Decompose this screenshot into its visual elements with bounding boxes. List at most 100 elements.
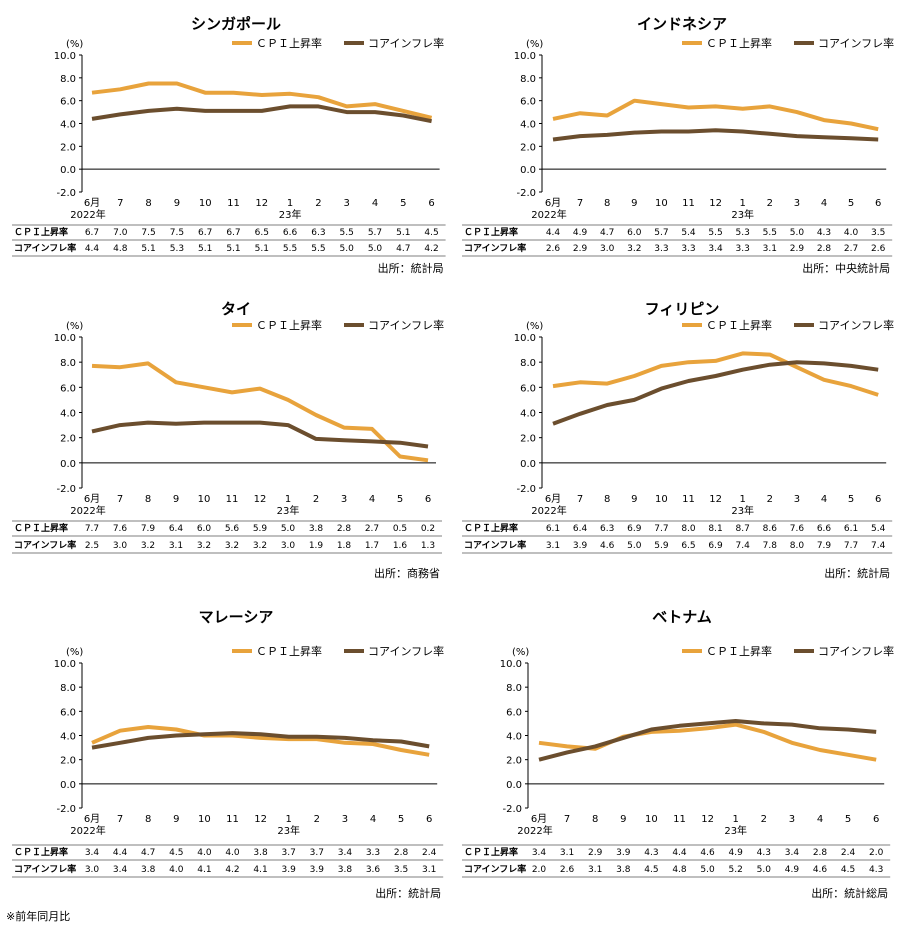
y-tick-label: 2.0 [520, 434, 536, 445]
table-cell: 5.0 [700, 865, 715, 875]
table-cell: 4.5 [169, 848, 183, 858]
year-label-2022: 2022年 [517, 824, 552, 837]
table-cell: 6.1 [844, 524, 858, 534]
table-cell: 4.2 [424, 244, 438, 254]
year-label-2023: 23年 [279, 208, 302, 221]
y-unit-label: (%) [66, 647, 83, 658]
legend-label: コアインフレ率 [368, 318, 444, 332]
table-cell: 4.5 [644, 865, 658, 875]
table-cell: 5.0 [790, 228, 805, 238]
table-cell: 2.0 [532, 865, 547, 875]
table-cell: 3.1 [588, 865, 602, 875]
table-cell: 3.0 [113, 541, 128, 551]
table-cell: 0.2 [421, 524, 435, 534]
x-tick-label: 8 [604, 494, 610, 505]
table-cell: 2.8 [813, 848, 828, 858]
table-cell: 4.0 [169, 865, 184, 875]
table-cell: 3.9 [573, 541, 588, 551]
x-tick-label: 10 [655, 198, 668, 209]
x-tick-label: 12 [254, 814, 267, 825]
y-tick-label: 2.0 [60, 142, 76, 153]
table-cell: 3.1 [560, 848, 574, 858]
chart-title: シンガポール [191, 15, 281, 33]
table-cell: 4.8 [113, 244, 128, 254]
x-tick-label: 6 [873, 814, 879, 825]
table-cell: 3.8 [141, 865, 156, 875]
table-cell: 3.7 [310, 848, 324, 858]
y-unit-label: (%) [526, 321, 543, 332]
table-cell: 4.7 [396, 244, 410, 254]
table-cell: 6.5 [255, 228, 269, 238]
table-cell: 5.1 [226, 244, 240, 254]
table-cell: 4.9 [785, 865, 800, 875]
y-tick-label: 10.0 [54, 51, 76, 62]
y-tick-label: 2.0 [60, 434, 76, 445]
table-row-label: コアインフレ率 [464, 242, 526, 254]
table-cell: 1.7 [365, 541, 379, 551]
table-cell: 3.5 [871, 228, 885, 238]
x-tick-label: 3 [344, 198, 350, 209]
table-cell: 3.2 [253, 541, 267, 551]
x-tick-label: 7 [577, 198, 583, 209]
y-tick-label: -2.0 [516, 188, 536, 199]
y-tick-label: 0.0 [60, 780, 76, 791]
y-tick-label: -2.0 [502, 804, 522, 815]
x-tick-label: 12 [255, 198, 268, 209]
table-cell: 3.3 [681, 244, 695, 254]
table-row-label: ＣＰＩ上昇率 [464, 522, 518, 534]
table-cell: 4.4 [672, 848, 687, 858]
table-cell: 6.1 [546, 524, 560, 534]
y-tick-label: 6.0 [60, 707, 76, 718]
table-cell: 6.6 [817, 524, 832, 534]
table-cell: 7.6 [790, 524, 805, 534]
table-cell: 4.6 [600, 541, 615, 551]
table-cell: 8.0 [681, 524, 696, 534]
x-tick-label: 5 [848, 198, 854, 209]
table-cell: 3.0 [600, 244, 615, 254]
table-cell: 7.8 [763, 541, 778, 551]
year-label-2023: 23年 [731, 208, 754, 221]
series-line-cpi [91, 361, 429, 463]
x-tick-label: 11 [682, 198, 695, 209]
x-tick-label: 1 [286, 814, 292, 825]
table-cell: 4.9 [573, 228, 588, 238]
table-cell: 7.4 [736, 541, 751, 551]
table-cell: 7.9 [817, 541, 832, 551]
table-cell: 5.7 [654, 228, 668, 238]
table-cell: 3.3 [366, 848, 380, 858]
table-cell: 3.4 [708, 244, 723, 254]
x-tick-label: 4 [817, 814, 823, 825]
legend-label: ＣＰＩ上昇率 [256, 36, 322, 50]
series-line-core [91, 104, 432, 124]
x-tick-label: 3 [794, 198, 800, 209]
year-label-2022: 2022年 [531, 208, 566, 221]
table-cell: 3.9 [616, 848, 631, 858]
table-cell: 5.0 [281, 524, 296, 534]
legend-label: コアインフレ率 [818, 644, 894, 658]
y-tick-label: 2.0 [60, 756, 76, 767]
table-cell: 6.7 [85, 228, 99, 238]
table-cell: 7.7 [844, 541, 858, 551]
y-tick-label: 10.0 [514, 333, 536, 344]
x-tick-label: 9 [631, 198, 637, 209]
table-cell: 6.4 [573, 524, 588, 534]
x-tick-label: 1 [285, 494, 291, 505]
x-tick-label: 10 [655, 494, 668, 505]
x-tick-label: 5 [397, 494, 403, 505]
x-tick-label: 7 [117, 814, 123, 825]
x-tick-label: 11 [673, 814, 686, 825]
table-cell: 4.6 [813, 865, 828, 875]
source-note: 出所：統計局 [375, 886, 441, 900]
legend-label: ＣＰＩ上昇率 [706, 36, 772, 50]
table-cell: 5.5 [763, 228, 777, 238]
table-cell: 3.3 [736, 244, 750, 254]
table-cell: 4.2 [225, 865, 239, 875]
y-tick-label: -2.0 [56, 188, 76, 199]
table-cell: 3.8 [253, 848, 268, 858]
source-note: 出所：中央統計局 [802, 261, 890, 275]
x-tick-label: 12 [709, 494, 722, 505]
x-tick-label: 6月 [545, 197, 561, 209]
table-cell: 4.7 [600, 228, 614, 238]
x-tick-label: 6 [875, 494, 881, 505]
table-cell: 4.4 [113, 848, 128, 858]
